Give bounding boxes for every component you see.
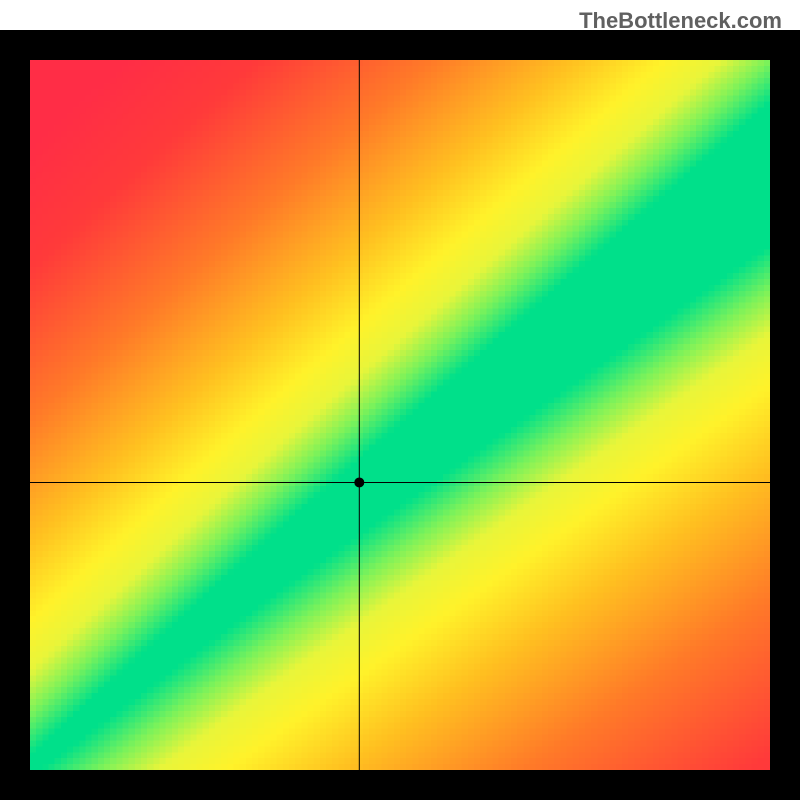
heatmap-cells — [30, 60, 771, 771]
watermark-text: TheBottleneck.com — [579, 8, 782, 34]
bottleneck-heatmap — [0, 0, 800, 800]
crosshair-marker — [354, 477, 364, 487]
